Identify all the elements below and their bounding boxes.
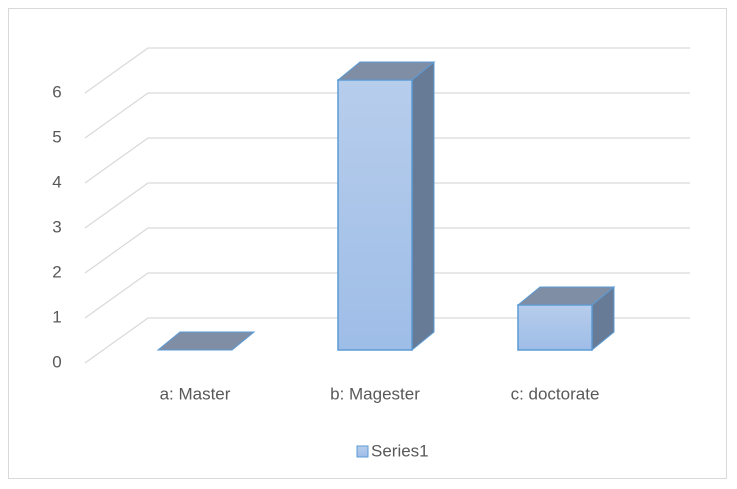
- bar-front: [517, 304, 593, 351]
- y-tick-label: 2: [52, 262, 61, 281]
- x-tick-label: a: Master: [160, 384, 231, 403]
- bar: [336, 60, 436, 352]
- grid-line: [84, 182, 690, 229]
- grid-line: [84, 272, 690, 319]
- legend-label: Series1: [371, 441, 429, 460]
- grid-line: [84, 227, 690, 274]
- bar-front: [337, 79, 413, 351]
- grid-line: [84, 92, 690, 139]
- y-tick-label: 4: [52, 172, 61, 191]
- legend-swatch: [356, 445, 369, 458]
- y-tick-label: 6: [52, 82, 61, 101]
- y-tick-label: 5: [52, 127, 61, 146]
- y-tick-label: 1: [52, 307, 61, 326]
- grid-line: [84, 137, 690, 184]
- x-tick-label: b: Magester: [330, 384, 420, 403]
- bar-top: [336, 61, 436, 81]
- bar-side: [411, 60, 435, 352]
- y-tick-label: 3: [52, 217, 61, 236]
- x-tick-label: c: doctorate: [511, 384, 600, 403]
- bar-top: [156, 331, 256, 351]
- bar: [156, 331, 256, 351]
- bar: [516, 285, 616, 352]
- grid-line: [84, 317, 690, 364]
- bar-top: [516, 286, 616, 306]
- grid-line: [84, 47, 690, 94]
- y-tick-label: 0: [52, 352, 61, 371]
